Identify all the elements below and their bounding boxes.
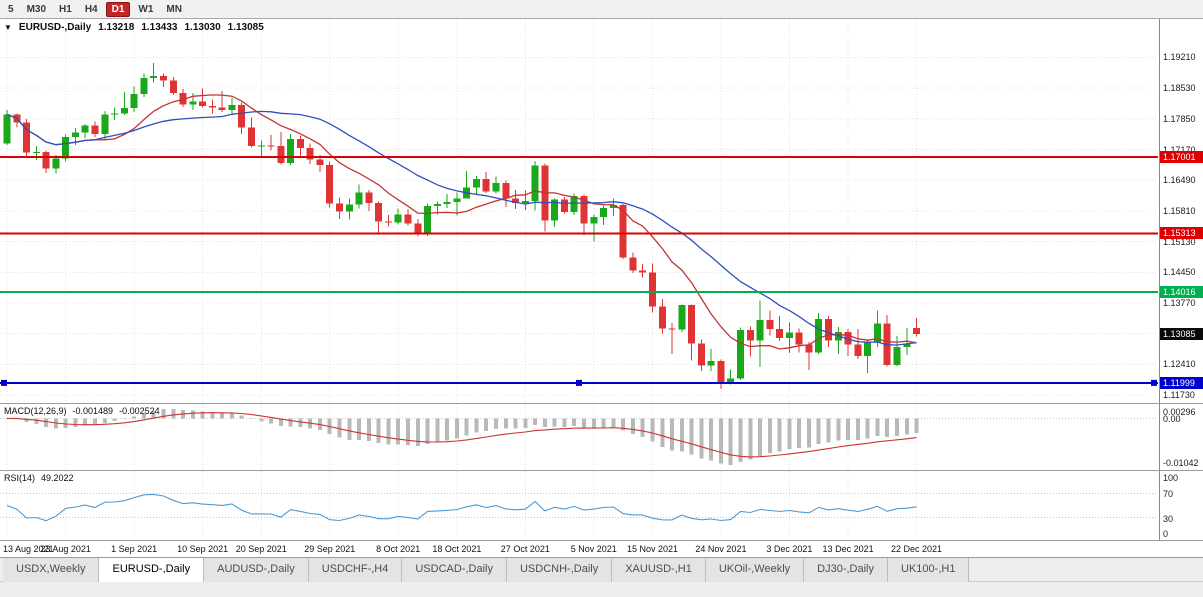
chart-tab-eurusd-daily[interactable]: EURUSD-,Daily — [99, 558, 205, 582]
date-label: 15 Nov 2021 — [626, 544, 678, 554]
macd-axis-min: -0.01042 — [1163, 458, 1199, 468]
date-label: 18 Oct 2021 — [432, 544, 482, 554]
timeframe-5[interactable]: 5 — [8, 3, 14, 15]
price-chart-panel[interactable]: ▼ EURUSD-,Daily 1.13218 1.13433 1.13030 … — [0, 19, 1203, 404]
rsi-line — [6, 493, 917, 522]
timeframe-toolbar: 5 M30 H1 H4 D1 W1 MN — [0, 0, 1203, 19]
date-label: 20 Sep 2021 — [235, 544, 287, 554]
date-label: 13 Aug 2021 — [3, 544, 54, 554]
date-label: 5 Nov 2021 — [570, 544, 617, 554]
macd-value-signal: -0.002524 — [119, 406, 160, 416]
rsi-label: RSI(14) 49.2022 — [4, 473, 74, 483]
price-axis-label: 1.17850 — [1163, 113, 1196, 124]
candles — [3, 62, 921, 390]
timeframe-m30[interactable]: M30 — [26, 3, 47, 15]
ma-slow-line — [6, 110, 917, 346]
current-price-badge: 1.13085 — [1160, 327, 1203, 340]
date-label: 1 Sep 2021 — [111, 544, 158, 554]
price-axis-label: 1.11730 — [1163, 390, 1195, 401]
timeframe-w1[interactable]: W1 — [138, 3, 154, 15]
date-label: 22 Dec 2021 — [891, 544, 943, 554]
date-label: 8 Oct 2021 — [376, 544, 421, 554]
price-axis-label: 1.19210 — [1163, 52, 1196, 63]
chart-tab-dj30-daily[interactable]: DJ30-,Daily — [804, 558, 889, 582]
macd-label: MACD(12,26,9) -0.001489 -0.002524 — [4, 406, 160, 416]
candlestick-plot[interactable] — [0, 19, 1158, 403]
macd-plot — [0, 404, 1158, 470]
macd-histogram — [5, 409, 919, 465]
price-axis-label: 1.17170 — [1163, 144, 1196, 155]
rsi-axis-label: 0 — [1163, 529, 1169, 539]
collapse-triangle-icon[interactable]: ▼ — [4, 23, 12, 32]
ma-fast-line — [6, 94, 917, 350]
chart-tab-usdchf-h4[interactable]: USDCHF-,H4 — [308, 558, 403, 582]
support-green-badge: 1.14016 — [1160, 285, 1203, 298]
price-axis-label: 1.15810 — [1163, 205, 1196, 216]
date-label: 24 Nov 2021 — [695, 544, 747, 554]
macd-name: MACD(12,26,9) — [4, 406, 67, 416]
date-label: 23 Aug 2021 — [40, 544, 91, 554]
time-axis[interactable]: 13 Aug 2021 23 Aug 2021 1 Sep 2021 10 Sep 2… — [0, 541, 1203, 558]
chart-tab-xauusd-h1[interactable]: XAUUSD-,H1 — [612, 558, 706, 582]
chart-grid — [0, 19, 1158, 403]
timeframe-h1[interactable]: H1 — [59, 3, 72, 15]
date-label: 10 Sep 2021 — [177, 544, 229, 554]
macd-axis-max: 0.00296 — [1163, 407, 1196, 417]
price-axis-label: 1.15130 — [1163, 236, 1196, 247]
chart-tab-usdcad-daily[interactable]: USDCAD-,Daily — [402, 558, 507, 582]
timeframe-d1[interactable]: D1 — [105, 1, 131, 17]
rsi-axis-label: 70 — [1163, 489, 1174, 500]
price-axis[interactable]: 1.19210 1.18530 1.17850 1.17170 1.16490 1.158… — [1159, 19, 1203, 403]
macd-signal-line — [6, 412, 917, 458]
date-label: 13 Dec 2021 — [822, 544, 874, 554]
macd-panel[interactable]: MACD(12,26,9) -0.001489 -0.002524 0.0029… — [0, 404, 1203, 471]
rsi-axis-label: 30 — [1163, 513, 1174, 524]
price-axis-label: 1.16490 — [1163, 175, 1196, 186]
macd-axis-zero: 0.00 — [1163, 414, 1181, 425]
date-label: 27 Oct 2021 — [500, 544, 550, 554]
chart-tab-audusd-daily[interactable]: AUDUSD-,Daily — [204, 558, 309, 582]
horizontal-level-lines[interactable] — [0, 156, 1158, 386]
ohlc-high: 1.13433 — [141, 22, 178, 33]
price-axis-label: 1.13770 — [1163, 297, 1196, 308]
rsi-axis-label: 100 — [1163, 473, 1179, 483]
chart-tab-usdx-weekly[interactable]: USDX,Weekly — [3, 558, 100, 582]
chart-tab-ukoil-weekly[interactable]: UKOil-,Weekly — [705, 558, 805, 582]
macd-value-main: -0.001489 — [72, 406, 114, 416]
rsi-plot — [0, 471, 1158, 540]
price-axis-label: 1.12410 — [1163, 359, 1196, 370]
rsi-axis[interactable]: 100 70 30 0 — [1159, 471, 1203, 540]
rsi-name: RSI(14) — [4, 473, 36, 483]
resistance-2-badge: 1.15313 — [1160, 227, 1203, 240]
chart-symbol-title: EURUSD-,Daily — [18, 22, 92, 33]
rsi-grid — [0, 471, 1158, 540]
timeframe-mn[interactable]: MN — [166, 3, 182, 15]
ohlc-open: 1.13218 — [98, 22, 135, 33]
rsi-value: 49.2022 — [41, 473, 74, 483]
resistance-1-badge: 1.17001 — [1160, 151, 1203, 164]
date-label: 29 Sep 2021 — [304, 544, 356, 554]
macd-axis[interactable]: 0.00296 0.00 -0.01042 — [1159, 404, 1203, 470]
chart-tabs-row: USDX,Weekly EURUSD-,Daily AUDUSD-,Daily USD… — [0, 558, 1203, 582]
chart-tab-uk100-h1[interactable]: UK100-,H1 — [888, 558, 970, 582]
date-label: 3 Dec 2021 — [766, 544, 813, 554]
price-axis-label: 1.18530 — [1163, 83, 1196, 94]
ohlc-low: 1.13030 — [184, 22, 221, 33]
price-axis-label: 1.14450 — [1163, 267, 1196, 278]
rsi-panel[interactable]: RSI(14) 49.2022 100 70 30 0 — [0, 471, 1203, 541]
support-blue-badge: 1.11999 — [1160, 376, 1203, 389]
chart-tab-usdcnh-daily[interactable]: USDCNH-,Daily — [506, 558, 613, 582]
chart-ohlc-header: ▼ EURUSD-,Daily 1.13218 1.13433 1.13030 … — [4, 22, 264, 33]
timeframe-h4[interactable]: H4 — [84, 3, 98, 15]
ohlc-close: 1.13085 — [227, 22, 264, 33]
chart-tabs-bar: USDX,Weekly EURUSD-,Daily AUDUSD-,Daily USD… — [0, 558, 1203, 597]
